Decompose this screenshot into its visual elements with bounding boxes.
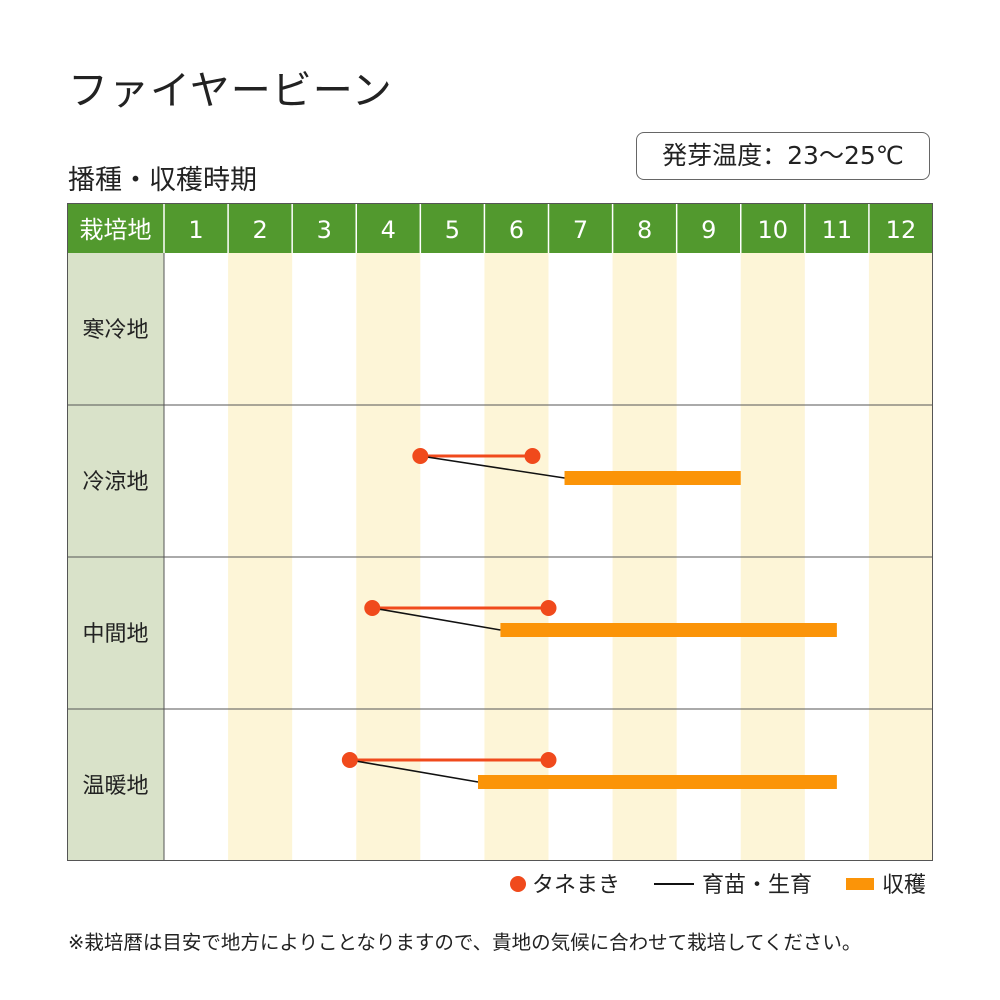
growth-line-icon (654, 883, 694, 885)
region-label: 冷涼地 (82, 470, 148, 495)
chart-border (67, 203, 933, 861)
month-label: 12 (886, 216, 917, 244)
sowing-start-dot (341, 752, 358, 768)
legend-item-harvest: 収穫 (846, 868, 926, 904)
footnote: ※栽培暦は目安で地方によりことなりますので、貴地の気候に合わせて栽培してください… (68, 931, 862, 954)
legend-label-sowing: タネまき (532, 873, 621, 898)
legend: タネまき 育苗・生育 収穫 (0, 868, 932, 904)
legend-item-growth: 育苗・生育 (654, 868, 812, 904)
harvest-bar (500, 623, 837, 637)
header-label: 栽培地 (80, 216, 152, 244)
harvest-bar (478, 775, 837, 789)
sowing-end-dot (540, 600, 557, 616)
chart-subtitle: 播種・収穫時期 (68, 165, 257, 196)
month-label: 7 (573, 216, 588, 244)
region-label: 温暖地 (82, 774, 148, 799)
sowing-start-dot (364, 600, 381, 616)
month-label: 6 (509, 216, 524, 244)
legend-item-sowing: タネまき (510, 868, 620, 904)
month-label: 5 (445, 216, 460, 244)
sowing-start-dot (412, 448, 429, 464)
month-label: 8 (637, 216, 652, 244)
region-label: 寒冷地 (82, 318, 148, 343)
germination-temperature-badge: 発芽温度：23〜25℃ (636, 132, 930, 180)
growth-line (420, 455, 565, 479)
month-label: 11 (822, 216, 853, 244)
legend-label-harvest: 収穫 (882, 873, 927, 898)
month-label: 3 (317, 216, 332, 244)
sowing-end-dot (524, 448, 541, 464)
harvest-bar (564, 471, 741, 485)
header-row (67, 203, 933, 253)
month-label: 4 (381, 216, 396, 244)
growth-line (372, 607, 501, 631)
month-label: 10 (758, 216, 789, 244)
sowing-end-dot (540, 752, 557, 768)
month-label: 9 (701, 216, 716, 244)
month-label: 2 (252, 216, 267, 244)
growth-line (349, 759, 479, 783)
legend-label-growth: 育苗・生育 (702, 873, 813, 898)
region-label: 中間地 (82, 622, 148, 647)
month-label: 1 (188, 216, 203, 244)
sowing-dot-icon (510, 876, 526, 892)
page-title: ファイヤービーン (68, 68, 393, 114)
harvest-bar-icon (846, 878, 874, 890)
